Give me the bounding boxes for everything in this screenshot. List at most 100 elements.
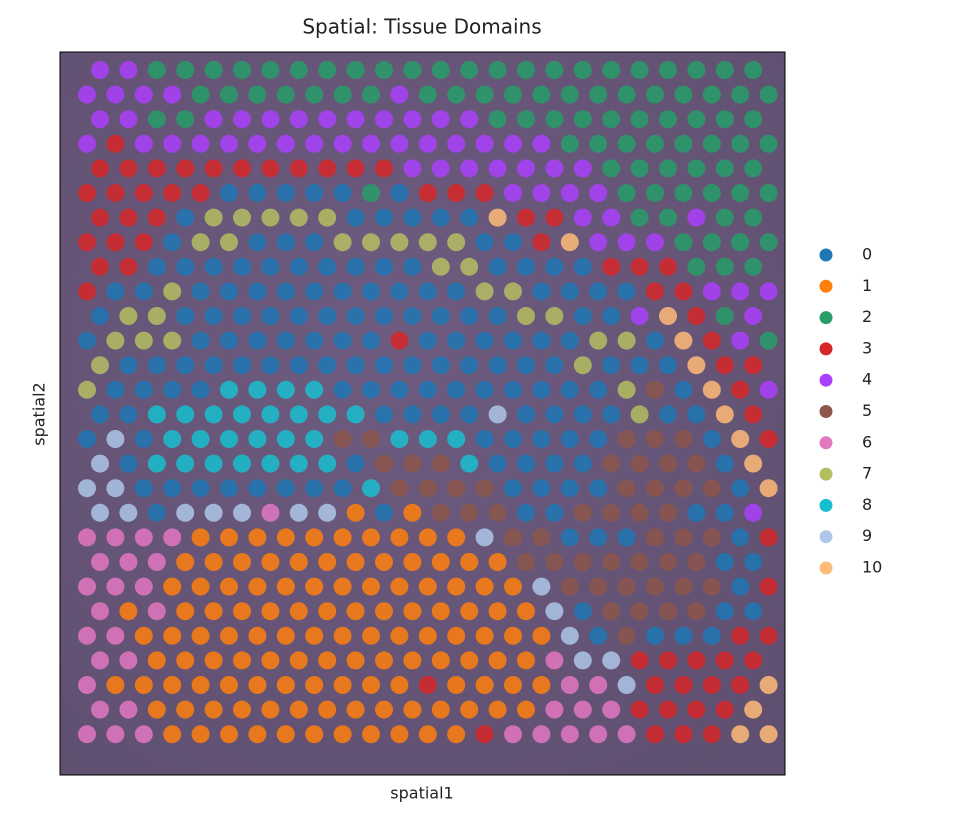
spot	[318, 503, 337, 522]
spot	[233, 503, 251, 522]
spot	[759, 233, 778, 252]
spot	[488, 110, 507, 129]
spot	[318, 454, 337, 473]
spot	[403, 700, 422, 719]
spot	[204, 307, 223, 325]
spot	[532, 528, 551, 547]
spot	[163, 134, 182, 153]
spot	[460, 110, 479, 129]
spot	[204, 110, 223, 129]
spot	[163, 528, 182, 547]
spot	[390, 577, 409, 596]
spot	[589, 282, 608, 301]
spot	[659, 208, 677, 227]
spot	[233, 553, 251, 571]
spot	[488, 602, 507, 621]
spot	[362, 85, 380, 104]
spot	[163, 282, 182, 301]
spot	[431, 651, 450, 670]
spot	[362, 577, 380, 596]
spot	[659, 110, 677, 129]
spot	[78, 85, 96, 104]
spot	[517, 110, 535, 129]
spot	[659, 503, 677, 522]
spot	[759, 676, 778, 694]
spot	[134, 184, 153, 202]
spot	[687, 454, 706, 473]
spot	[261, 307, 280, 325]
spot	[573, 257, 592, 276]
spot	[646, 676, 664, 694]
spot	[589, 184, 608, 202]
spot	[390, 528, 409, 547]
spot	[289, 307, 308, 325]
spot	[305, 626, 324, 645]
spot	[488, 651, 507, 670]
spot	[403, 503, 422, 522]
spot	[674, 85, 693, 104]
spot	[560, 676, 579, 694]
spot	[460, 61, 479, 79]
spot	[573, 553, 592, 571]
spot	[744, 503, 763, 522]
spot	[475, 85, 494, 104]
spot	[176, 110, 195, 129]
spot	[220, 134, 238, 153]
spot	[248, 626, 267, 645]
spot	[362, 233, 380, 252]
spot	[431, 700, 450, 719]
spot	[573, 61, 592, 79]
spot	[134, 331, 153, 350]
spot	[759, 134, 778, 153]
spot	[744, 602, 763, 621]
spot	[488, 553, 507, 571]
spot	[545, 553, 564, 571]
spot	[702, 331, 721, 350]
spot	[375, 159, 393, 178]
spot	[375, 208, 393, 227]
spot	[390, 233, 409, 252]
spot	[248, 233, 267, 252]
spot	[204, 208, 223, 227]
spot	[630, 553, 649, 571]
spot	[91, 553, 109, 571]
spot	[646, 184, 664, 202]
spot	[475, 233, 494, 252]
spot	[390, 134, 409, 153]
spot	[233, 700, 251, 719]
spot	[488, 208, 507, 227]
spot	[191, 331, 210, 350]
spot	[617, 626, 636, 645]
spot	[532, 479, 551, 498]
spot	[646, 725, 664, 744]
spot	[475, 380, 494, 399]
spot	[602, 454, 621, 473]
y-axis-label: spatial2	[30, 382, 49, 445]
spot	[517, 405, 535, 424]
spot	[220, 85, 238, 104]
spot	[289, 61, 308, 79]
spot	[318, 307, 337, 325]
spot	[106, 184, 125, 202]
spot	[517, 356, 535, 375]
spot	[674, 430, 693, 448]
spot	[674, 184, 693, 202]
spot	[630, 61, 649, 79]
spot	[346, 553, 365, 571]
spot	[176, 700, 195, 719]
spot	[78, 725, 96, 744]
spot	[176, 553, 195, 571]
spot	[674, 331, 693, 350]
spot	[517, 208, 535, 227]
spot	[261, 700, 280, 719]
spot	[687, 700, 706, 719]
spot	[176, 602, 195, 621]
spot	[447, 676, 466, 694]
spot	[163, 430, 182, 448]
spot	[248, 676, 267, 694]
spot	[119, 503, 138, 522]
spot	[475, 725, 494, 744]
spot	[119, 208, 138, 227]
spot	[362, 380, 380, 399]
spot	[702, 676, 721, 694]
